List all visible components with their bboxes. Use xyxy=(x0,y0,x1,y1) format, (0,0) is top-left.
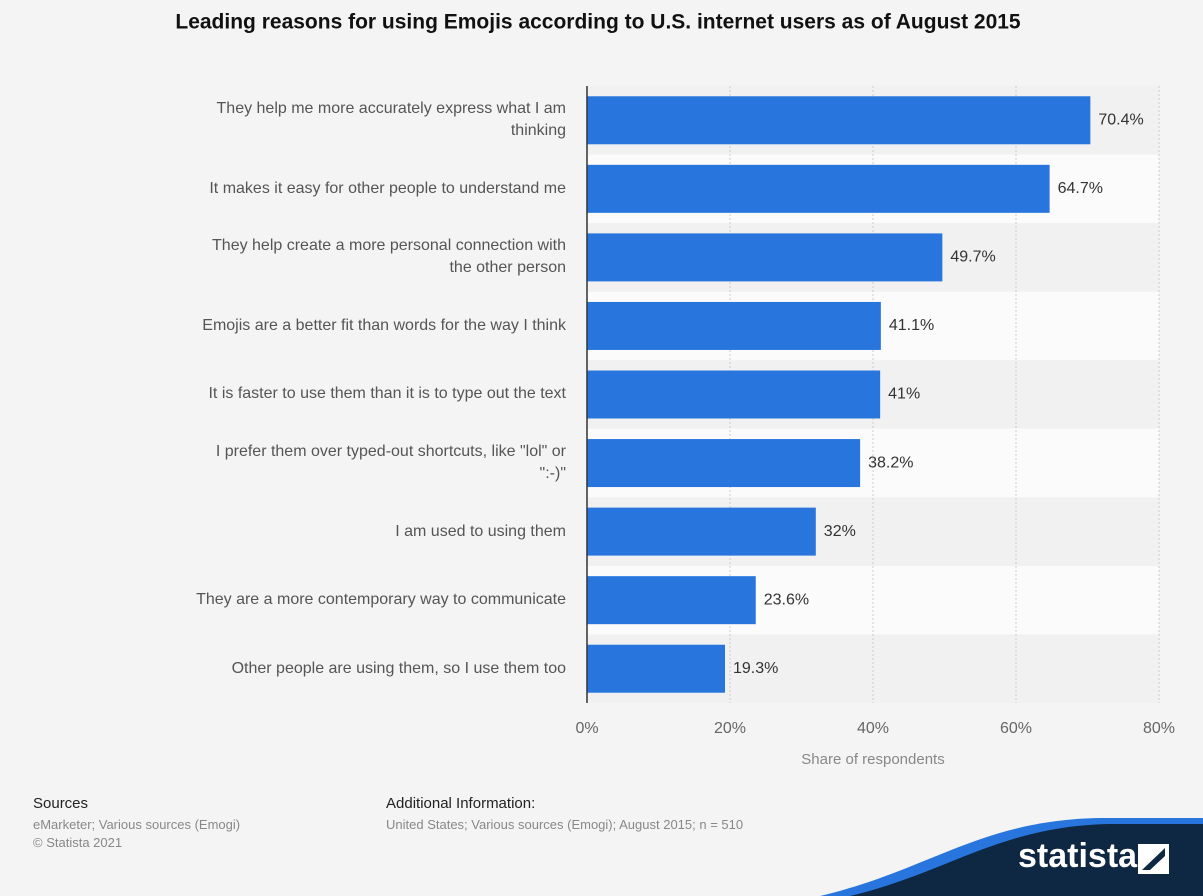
category-label: It makes it easy for other people to und… xyxy=(209,179,566,197)
logo: statista xyxy=(1018,837,1138,875)
bar xyxy=(587,233,943,282)
info: United States; Various sources (Emogi); … xyxy=(386,817,744,832)
chart-title: Leading reasons for using Emojis accordi… xyxy=(175,11,1021,34)
value-label: 19.3% xyxy=(733,660,778,677)
category-label: They help me more accurately express wha… xyxy=(216,100,566,140)
copyright: © Statista 2021 xyxy=(33,835,123,850)
category-label: Emojis are a better fit than words for t… xyxy=(202,316,566,334)
x-tick-label: 60% xyxy=(1000,720,1032,737)
bar xyxy=(587,439,861,488)
bar xyxy=(587,96,1091,145)
category-label: I am used to using them xyxy=(395,522,566,540)
category-label: I prefer them over typed-out shortcuts, … xyxy=(215,443,566,483)
x-tick-label: 40% xyxy=(857,720,889,737)
bar xyxy=(587,370,881,419)
bar xyxy=(587,301,881,350)
bar xyxy=(587,164,1050,213)
x-tick-label: 20% xyxy=(714,720,746,737)
logo-icon xyxy=(1138,844,1169,874)
category-label: They are a more contemporary way to comm… xyxy=(196,591,566,609)
value-label: 70.4% xyxy=(1098,111,1143,128)
value-label: 23.6% xyxy=(764,591,809,608)
value-label: 41% xyxy=(888,386,920,403)
sources: eMarketer; Various sources (Emogi) xyxy=(33,817,241,832)
value-label: 41.1% xyxy=(889,317,934,334)
x-axis-title: Share of respondents xyxy=(801,751,944,768)
x-tick-label: 0% xyxy=(575,720,598,737)
info-title: Additional Information: xyxy=(386,795,536,812)
logo-wave xyxy=(850,824,1203,896)
value-label: 38.2% xyxy=(868,454,913,471)
x-tick-label: 80% xyxy=(1143,720,1175,737)
bar xyxy=(587,507,816,556)
category-label: Other people are using them, so I use th… xyxy=(231,659,566,677)
sources-title: Sources xyxy=(33,795,89,812)
category-label: It is faster to use them than it is to t… xyxy=(208,385,566,403)
bar xyxy=(587,576,756,625)
category-label: They help create a more personal connect… xyxy=(212,237,566,277)
bar xyxy=(587,644,725,693)
value-label: 49.7% xyxy=(950,249,995,266)
value-label: 32% xyxy=(824,523,856,540)
value-label: 64.7% xyxy=(1058,180,1103,197)
